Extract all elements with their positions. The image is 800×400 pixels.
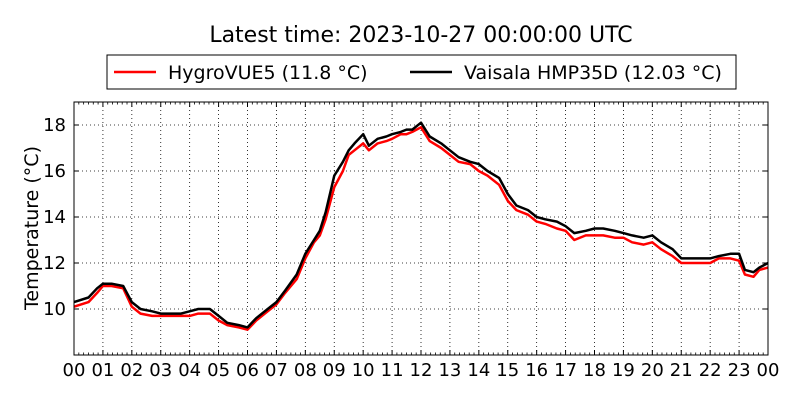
x-tick-label: 07 (265, 360, 288, 381)
x-tick-label: 11 (381, 360, 404, 381)
x-tick-label: 14 (467, 360, 490, 381)
x-tick-label: 04 (178, 360, 201, 381)
x-tick-label: 01 (91, 360, 114, 381)
y-tick-label: 12 (43, 253, 66, 274)
x-tick-label: 06 (236, 360, 259, 381)
legend: HygroVUE5 (11.8 °C) Vaisala HMP35D (12.0… (106, 54, 737, 90)
y-axis: 10 12 14 16 18 (43, 115, 768, 320)
x-tick-label: 23 (728, 360, 751, 381)
y-tick-label: 16 (43, 161, 66, 182)
series-line-vaisala (73, 121, 769, 329)
legend-label-vaisala: Vaisala HMP35D (12.03 °C) (464, 62, 722, 84)
x-tick-label: 02 (120, 360, 143, 381)
x-tick-label: 05 (207, 360, 230, 381)
x-tick-label: 13 (438, 360, 461, 381)
x-tick-label: 20 (641, 360, 664, 381)
x-tick-label: 00 (757, 360, 780, 381)
y-tick-label: 10 (43, 299, 66, 320)
y-tick-label: 18 (43, 115, 66, 136)
x-tick-label: 00 (63, 360, 86, 381)
legend-label-hygrovue5: HygroVUE5 (11.8 °C) (168, 62, 368, 84)
series-line-hygrovue5 (73, 126, 769, 331)
x-tick-label: 03 (149, 360, 172, 381)
x-tick-label: 18 (583, 360, 606, 381)
x-tick-label: 10 (352, 360, 375, 381)
x-tick-label: 19 (612, 360, 635, 381)
x-axis: 00 01 02 03 04 05 06 07 08 09 10 11 12 13 14 15 16 17 18 19… (63, 102, 780, 381)
y-tick-label: 14 (43, 207, 66, 228)
chart-title: Latest time: 2023-10-27 00:00:00 UTC (209, 23, 632, 48)
x-tick-label: 08 (294, 360, 317, 381)
x-tick-label: 15 (496, 360, 519, 381)
x-tick-label: 17 (554, 360, 577, 381)
x-tick-label: 16 (525, 360, 548, 381)
x-tick-label: 21 (670, 360, 693, 381)
y-axis-label: Temperature (°C) (21, 146, 43, 311)
series-layer (73, 121, 769, 331)
x-tick-label: 12 (410, 360, 433, 381)
x-tick-label: 09 (323, 360, 346, 381)
x-tick-label: 22 (699, 360, 722, 381)
